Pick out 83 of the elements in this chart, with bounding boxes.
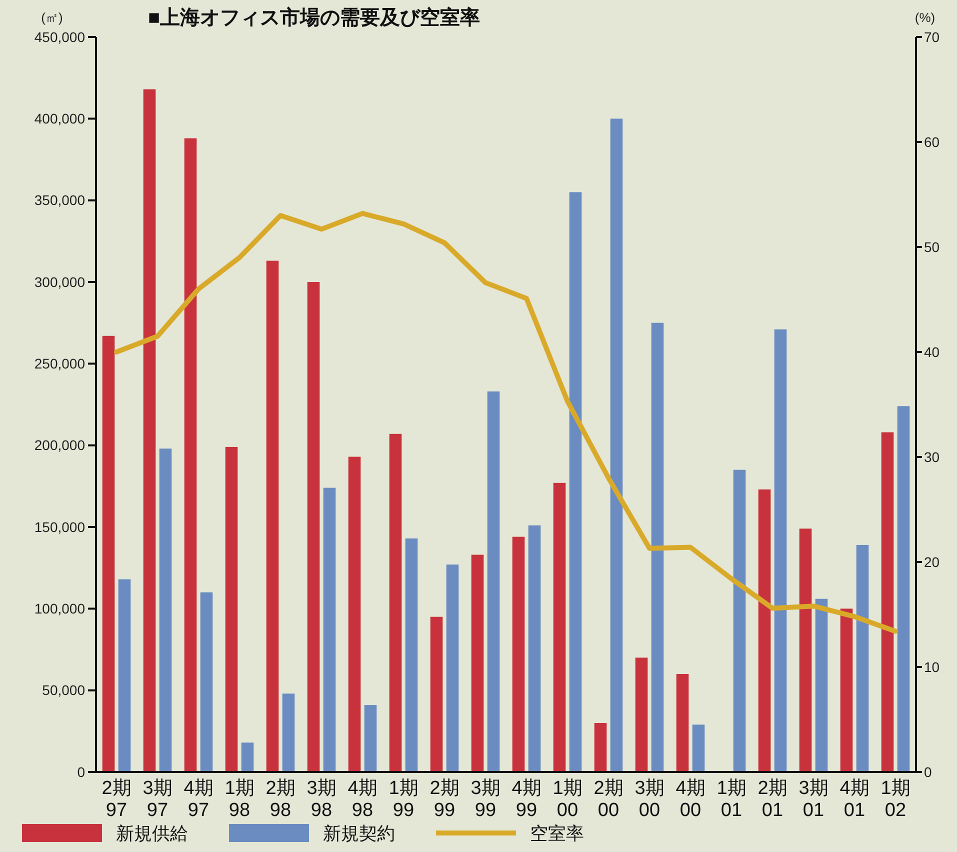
bar [266,260,279,772]
x-tick-label: 1期 99 [388,778,418,821]
y2-axis-title: (%) [914,10,936,25]
x-tick-label: 3期 97 [142,778,172,821]
bar [184,138,197,772]
bar [430,616,443,772]
bar [610,118,623,772]
bar [897,406,910,772]
bar [143,89,156,772]
x-tick-label: 4期 99 [512,778,542,821]
x-tick-label: 4期 98 [348,778,378,821]
bar [528,525,541,772]
y2-tick-label: 40 [924,344,940,360]
x-tick-label: 2期 99 [430,778,460,821]
bar [241,742,254,772]
bar [758,489,771,772]
y2-tick-label: 60 [924,134,940,150]
y-tick-label: 50,000 [42,682,86,698]
y-tick-label: 200,000 [34,437,86,454]
bar [307,282,320,772]
x-tick-label: 4期 97 [184,778,214,821]
x-tick-label: 3期 99 [470,778,500,821]
bar [118,579,131,772]
bar [159,448,172,772]
y-tick-label: 0 [77,764,86,780]
x-tick-label: 3期 98 [306,778,336,821]
y-tick-label: 450,000 [34,28,86,45]
bar [225,446,238,772]
x-tick-label: 2期 00 [594,778,624,821]
y-tick-label: 300,000 [34,274,86,290]
x-tick-label: 1期 01 [716,778,746,821]
bar [471,554,484,772]
bar [364,705,377,772]
x-tick-label: 3期 01 [798,778,828,821]
y-tick-label: 400,000 [34,110,86,127]
bar [282,694,295,772]
x-tick-label: 1期 98 [224,778,254,821]
bar [512,536,525,772]
bar [389,434,402,772]
y2-tick-label: 0 [924,764,932,780]
bar [651,322,664,772]
x-tick-label: 4期 00 [676,778,706,821]
y-axis-title: (㎡) [41,10,63,25]
x-tick-label: 1期 02 [880,778,910,821]
bar [553,482,566,772]
bar [405,538,418,772]
bar [200,592,213,772]
bar [594,723,607,772]
x-tick-label: 2期 98 [266,778,296,821]
y2-tick-label: 20 [924,554,940,570]
y-tick-label: 350,000 [34,192,86,208]
bar [733,470,746,772]
bar [692,724,705,772]
x-tick-label: 3期 00 [634,778,664,821]
y2-tick-label: 10 [924,658,940,675]
y-tick-label: 100,000 [34,600,86,617]
bar [840,608,853,772]
x-tick-label: 4期 01 [840,778,870,821]
bar [569,192,582,772]
y2-tick-label: 70 [924,28,940,45]
bar [102,336,115,772]
x-tick-label: 2期 97 [102,778,132,821]
bar [881,432,894,772]
bar [446,564,459,772]
bar [774,329,787,772]
bar [856,544,869,772]
x-tick-label: 2期 01 [758,778,788,821]
bar [487,391,500,772]
y2-tick-label: 50 [924,238,940,255]
legend-label: 新規供給 [116,823,188,844]
chart-title: ■上海オフィス市場の需要及び空室率 [148,6,480,29]
bar [815,598,828,772]
legend-label: 空室率 [530,823,584,844]
bar [676,674,689,772]
bar [635,658,648,772]
bar [323,488,336,772]
bar [799,528,812,772]
legend-label: 新規契約 [323,823,395,844]
y-tick-label: 250,000 [34,356,86,372]
bar [348,456,361,772]
y-tick-label: 150,000 [34,518,86,535]
x-tick-label: 1期 00 [552,778,582,821]
y2-tick-label: 30 [924,448,940,465]
